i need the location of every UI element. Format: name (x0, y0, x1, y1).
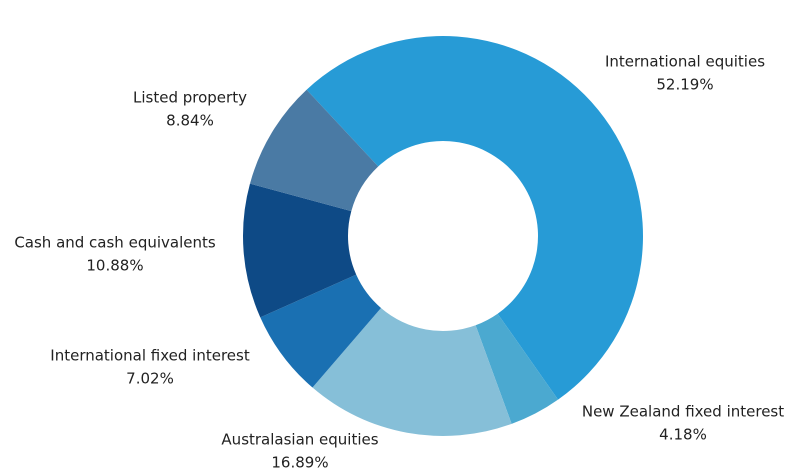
donut-slice (312, 307, 512, 436)
slice-value-label: 8.84% (166, 112, 214, 130)
slice-value-label: 52.19% (656, 76, 713, 94)
donut-slice (242, 183, 357, 318)
donut-slice (306, 35, 644, 400)
slice-value-label: 16.89% (271, 454, 328, 469)
donut-slice (475, 313, 559, 424)
slice-value-label: 10.88% (86, 257, 143, 275)
slice-label: Listed property (133, 89, 247, 107)
slice-value-label: 4.18% (659, 426, 707, 444)
slice-label: International fixed interest (50, 347, 250, 365)
slice-label: Australasian equities (221, 431, 378, 449)
donut-slice (249, 89, 379, 212)
slice-label: New Zealand fixed interest (582, 403, 784, 421)
slice-label: International equities (605, 53, 765, 71)
slice-value-label: 7.02% (126, 370, 174, 388)
donut-slice (260, 274, 382, 388)
slice-label: Cash and cash equivalents (14, 234, 216, 252)
